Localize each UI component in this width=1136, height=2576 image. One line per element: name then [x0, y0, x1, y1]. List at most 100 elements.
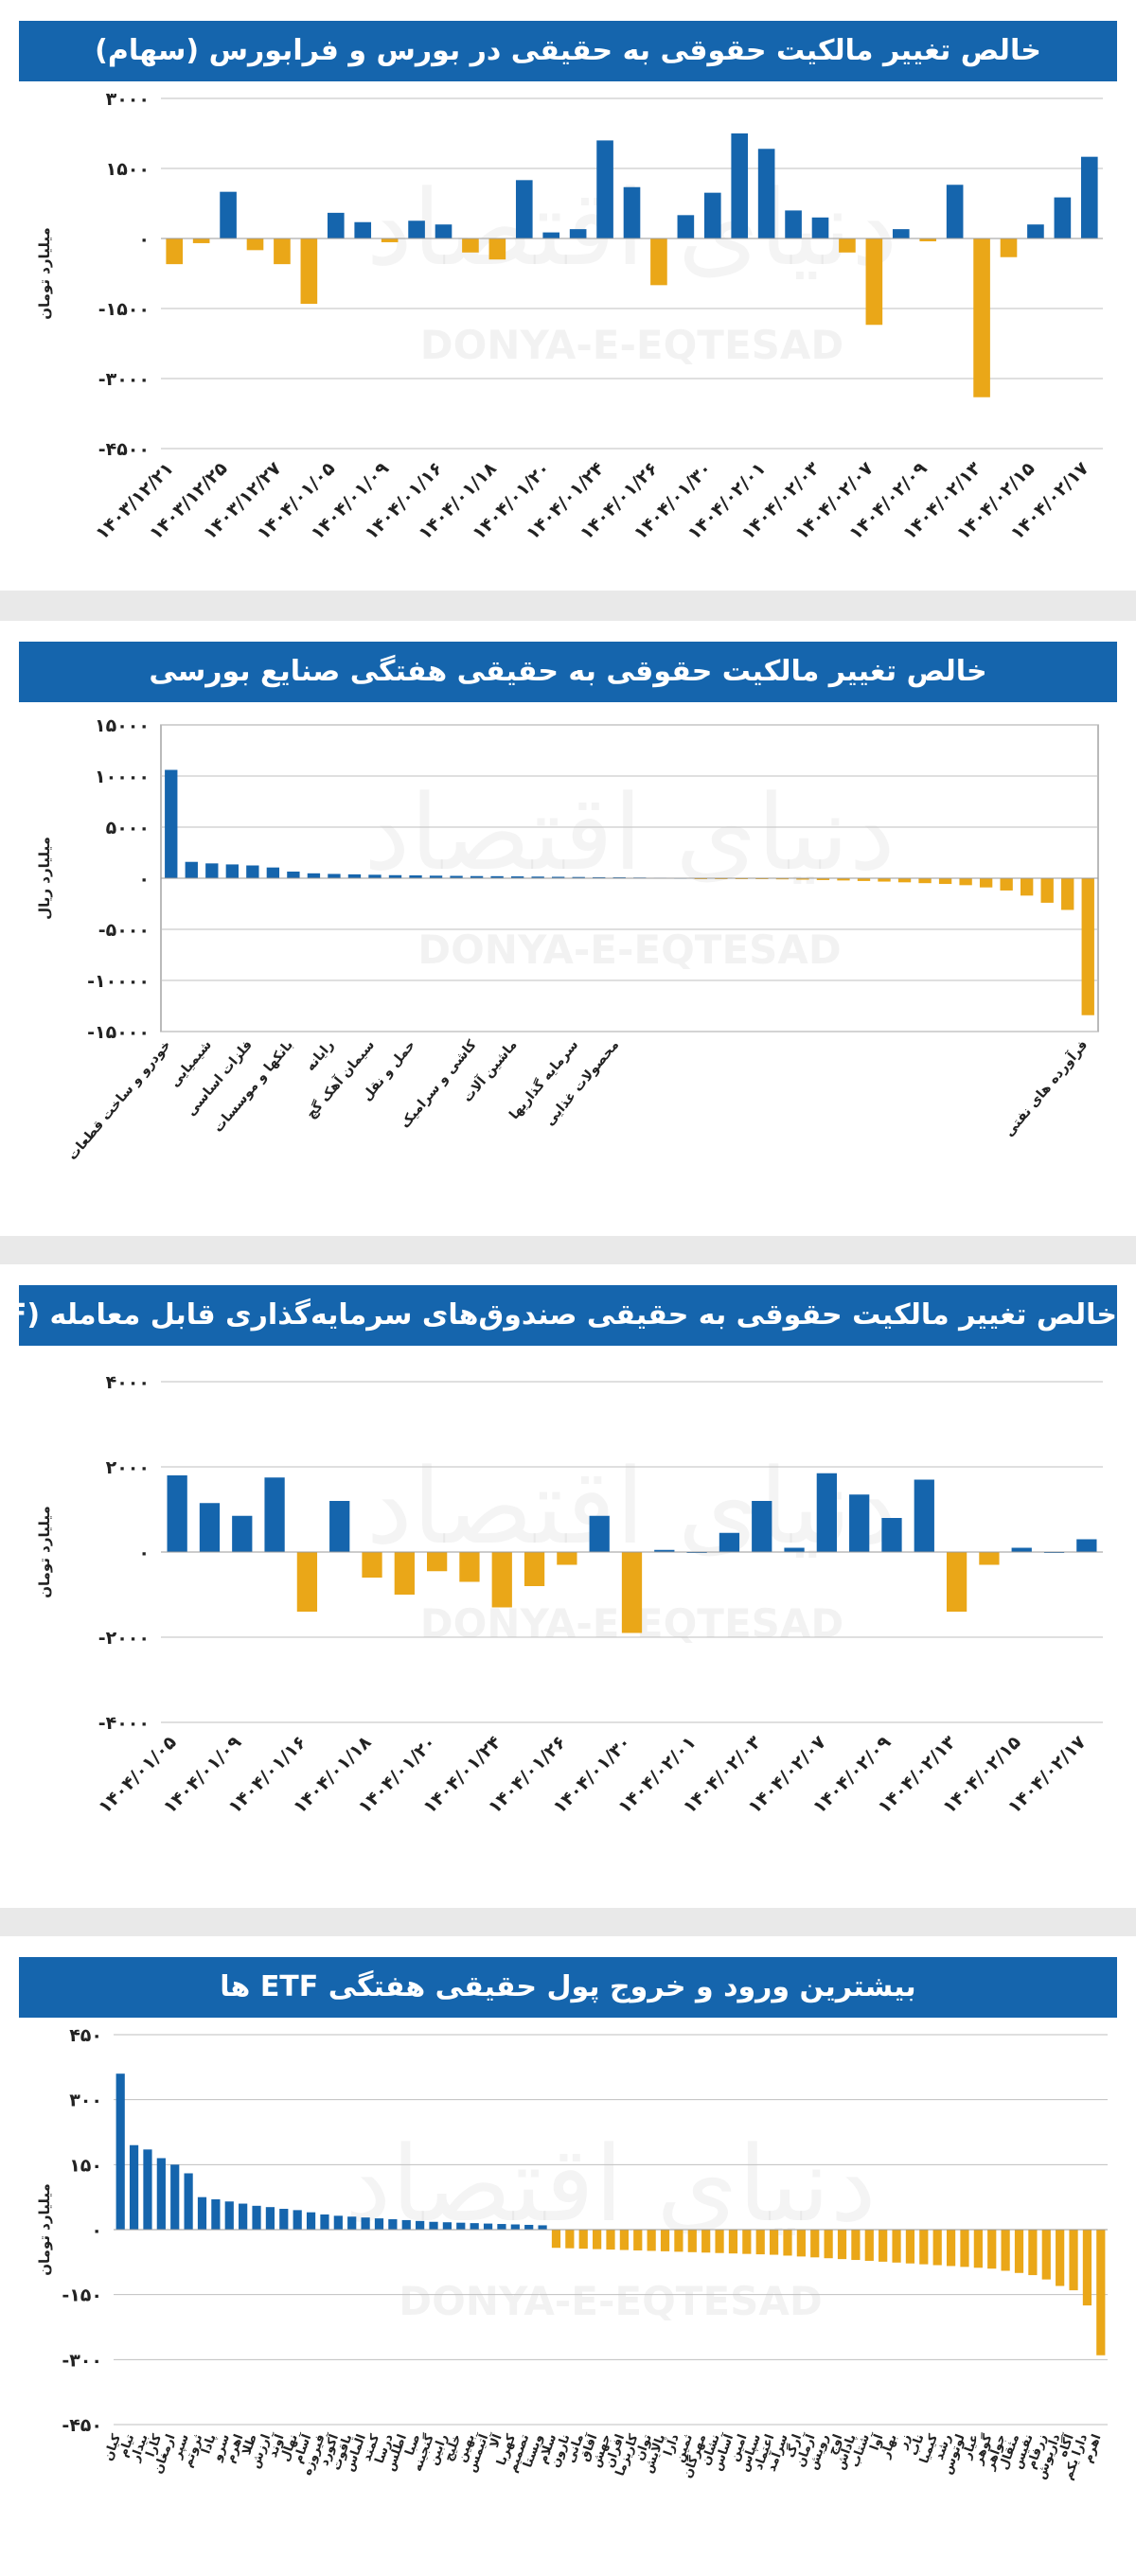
y-tick-label: ۰	[138, 229, 150, 250]
bar	[979, 878, 993, 888]
x-tick-label: فرآورده های نفتی	[1000, 1036, 1091, 1139]
y-tick-label: -۳۰۰۰	[98, 369, 150, 390]
bar	[569, 229, 587, 238]
bar	[783, 2230, 792, 2256]
bar	[279, 2209, 289, 2230]
bar	[973, 2230, 983, 2268]
y-tick-label: -۱۵۰۰	[98, 299, 150, 320]
y-axis-title: میلیارد تومان	[36, 227, 53, 320]
bar	[897, 878, 912, 883]
bar	[211, 2198, 221, 2230]
bar	[246, 238, 264, 251]
y-tick-label: -۴۰۰۰	[98, 1713, 150, 1734]
bar	[701, 2230, 711, 2253]
x-tick-label: سیمان آهک گچ	[302, 1036, 378, 1121]
bar	[719, 1532, 740, 1552]
chart-panel-stocks: خالص تغییر مالکیت حقوقی به حقیقی در بورس…	[0, 0, 1136, 591]
bar	[837, 878, 850, 881]
bar	[1000, 878, 1013, 891]
y-tick-label: ۴۰۰۰	[106, 1372, 150, 1393]
y-tick-label: ۱۵۰۰۰	[95, 715, 150, 736]
bar	[1011, 1547, 1032, 1552]
bar	[752, 1501, 772, 1552]
bar	[816, 878, 830, 880]
x-tick-label: آلا	[486, 2431, 506, 2450]
bar	[388, 874, 402, 878]
x-tick-label: صبا	[403, 2432, 424, 2458]
bar	[199, 1503, 221, 1552]
bar	[1076, 1539, 1097, 1552]
bar	[129, 2144, 139, 2230]
bar	[839, 238, 856, 253]
bar	[381, 238, 399, 242]
bar	[442, 2222, 452, 2230]
bar	[264, 1477, 285, 1552]
chart-title: بیشترین ورود و خروج پول حقیقی هفتگی ETF …	[19, 1957, 1117, 2018]
x-tick-label: ناب	[907, 2432, 928, 2458]
x-tick-label: محصولات غذایی	[542, 1037, 623, 1129]
bar	[960, 2230, 969, 2267]
bar	[946, 1552, 967, 1612]
bar	[864, 2230, 874, 2261]
bar	[184, 2173, 193, 2230]
bar	[755, 2230, 765, 2255]
y-tick-label: ۰	[138, 1543, 150, 1563]
bar	[252, 2205, 261, 2230]
bar	[811, 217, 829, 238]
bar	[300, 238, 318, 305]
bar	[347, 873, 362, 878]
bar	[1061, 878, 1074, 910]
bar	[770, 2230, 779, 2255]
bar	[892, 229, 910, 238]
chart-title: خالص تغییر مالکیت حقوقی به حقیقی صندوق‌ه…	[19, 1285, 1117, 1346]
bar	[578, 2230, 588, 2250]
y-tick-label: -۱۰۰۰۰	[87, 971, 150, 992]
bar	[1056, 2230, 1065, 2286]
bar	[329, 1501, 350, 1552]
bar	[660, 2230, 670, 2251]
bar	[524, 1552, 545, 1586]
bar	[354, 221, 372, 238]
bar	[510, 2224, 520, 2230]
bar	[232, 1515, 253, 1552]
bar	[296, 1552, 318, 1612]
bar	[224, 2201, 234, 2230]
bar	[551, 2230, 561, 2249]
bar	[865, 238, 883, 326]
y-axis-title: میلیارد تومان	[36, 2183, 53, 2276]
bar	[197, 2197, 207, 2230]
bar	[687, 2230, 697, 2252]
bar	[115, 2073, 125, 2230]
bar	[416, 2220, 425, 2230]
y-tick-label: -۵۰۰۰	[98, 920, 150, 941]
bar	[987, 2230, 997, 2269]
bar	[621, 1552, 643, 1633]
x-tick-label: اوج	[825, 2432, 846, 2457]
bar	[459, 1552, 480, 1582]
y-tick-label: ۰	[138, 869, 150, 890]
bar	[892, 2230, 901, 2263]
bar	[362, 1552, 382, 1578]
bar	[1027, 224, 1044, 238]
bar	[932, 2230, 942, 2266]
watermark-en: DONYA-E-EQTESAD	[417, 926, 842, 973]
bar	[491, 1552, 512, 1608]
bar	[361, 2217, 370, 2230]
bar	[619, 2230, 629, 2250]
bar	[524, 2224, 534, 2230]
bar	[775, 878, 790, 880]
bar	[1080, 156, 1098, 238]
bar	[542, 232, 560, 238]
bar	[220, 191, 237, 238]
bar	[959, 878, 972, 886]
bar	[225, 864, 239, 878]
bar	[483, 2223, 493, 2230]
bar	[879, 2230, 888, 2262]
y-axis-title: میلیارد ریال	[36, 837, 53, 920]
bar	[824, 2230, 833, 2259]
bar	[1081, 878, 1094, 1015]
bar	[327, 212, 345, 238]
bar	[205, 863, 219, 878]
bar	[470, 2223, 479, 2230]
y-tick-label: ۵۰۰۰	[106, 818, 150, 838]
